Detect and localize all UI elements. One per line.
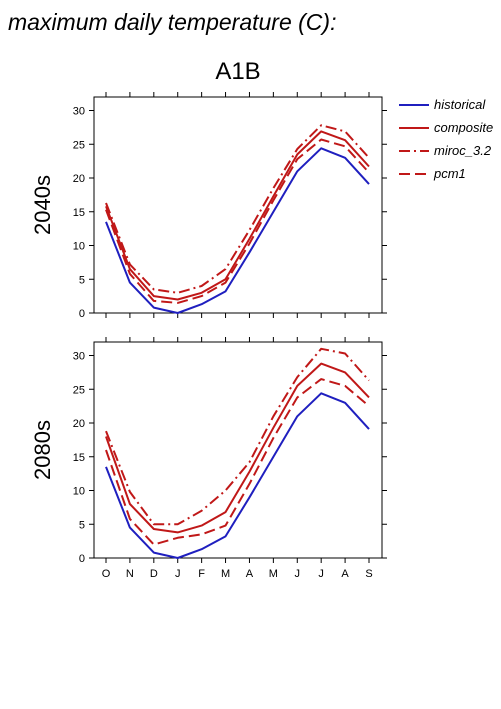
x-tick-label: J	[318, 568, 324, 580]
y-tick-label: 30	[73, 106, 85, 118]
x-tick-label: S	[365, 568, 372, 580]
x-tick-label: M	[269, 568, 278, 580]
x-tick-label: F	[198, 568, 205, 580]
x-tick-label: A	[341, 568, 349, 580]
y-tick-label: 5	[79, 519, 85, 531]
y-tick-label: 10	[73, 241, 85, 253]
y-tick-label: 20	[73, 173, 85, 185]
x-tick-label: J	[175, 568, 181, 580]
y-tick-label: 30	[73, 351, 85, 363]
series-line-pcm1	[105, 378, 370, 546]
series-line-historical	[105, 392, 370, 559]
panel-2080s: 0 5 10 15 20 25 30 O N D J F M A M J J A S 2080s	[30, 337, 387, 580]
figure-title: maximum daily temperature (C):	[8, 9, 336, 35]
y-tick-label: 5	[79, 274, 85, 286]
y-tick-label: 0	[79, 308, 85, 320]
series-line-composite	[105, 130, 370, 301]
series-line-historical	[105, 147, 370, 314]
legend-label: pcm1	[433, 166, 466, 181]
x-tick-label: J	[295, 568, 301, 580]
series-line-pcm1	[105, 138, 370, 304]
plot-frame	[93, 341, 383, 559]
x-tick-label: N	[126, 568, 134, 580]
y-tick-label: 15	[73, 207, 85, 219]
legend-label: miroc_3.2	[434, 143, 492, 158]
y-tick-label: 25	[73, 384, 85, 396]
y-tick-label: 25	[73, 139, 85, 151]
x-tick-label: M	[221, 568, 230, 580]
plot-frame	[93, 96, 383, 314]
row-label: 2040s	[30, 175, 55, 235]
y-tick-label: 0	[79, 553, 85, 565]
x-tick-label: D	[150, 568, 158, 580]
row-label: 2080s	[30, 420, 55, 480]
y-tick-label: 10	[73, 486, 85, 498]
series-line-miroc-3-2	[105, 347, 370, 526]
y-tick-label: 15	[73, 452, 85, 464]
legend: historical composite miroc_3.2 pcm1	[399, 97, 493, 181]
x-tick-label: A	[246, 568, 254, 580]
series-line-miroc-3-2	[105, 124, 370, 294]
panel-2040s: 0 5 10 15 20 25 30 2040s	[30, 92, 387, 320]
x-tick-label: O	[102, 568, 111, 580]
legend-label: historical	[434, 97, 486, 112]
series-line-composite	[105, 362, 370, 534]
scenario-title: A1B	[215, 58, 260, 85]
y-tick-label: 20	[73, 418, 85, 430]
legend-label: composite	[434, 120, 493, 135]
